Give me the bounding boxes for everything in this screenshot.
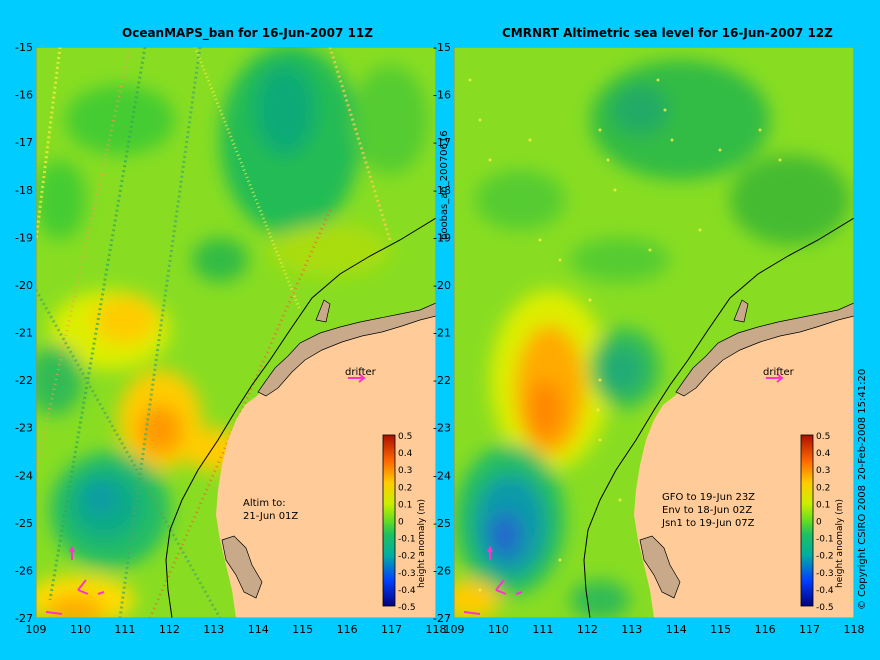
- right-lon-tick-label: 115: [710, 623, 731, 636]
- right-lon-tick-label: 112: [577, 623, 598, 636]
- left-altim-date: 21-Jun 01Z: [243, 511, 298, 522]
- right-colorbar-tick-label: -0.2: [816, 552, 834, 562]
- right-lon-tick-label: 114: [666, 623, 687, 636]
- left-colorbar-tick-label: -0.5: [398, 603, 416, 613]
- left-lon-tick-label: 113: [203, 623, 224, 636]
- left-colorbar-tick-label: -0.1: [398, 535, 416, 545]
- left-coastal-shelf: [257, 302, 436, 397]
- right-lon-tick-label: 113: [621, 623, 642, 636]
- left-lat-tick-label: -22: [15, 374, 33, 387]
- right-sat-note-1: GFO to 19-Jun 23Z: [662, 492, 755, 503]
- left-lat-tick-label: -17: [15, 136, 33, 149]
- right-lat-tick-label: -19: [433, 231, 451, 244]
- right-colorbar-tick-label: 0.1: [816, 500, 830, 510]
- left-colorbar-tick-label: -0.2: [398, 552, 416, 562]
- right-lat-tick-label: -23: [433, 422, 451, 435]
- right-lon-tick-label: 111: [532, 623, 553, 636]
- left-lat-tick-label: -23: [15, 422, 33, 435]
- left-colorbar-tick-label: 0.4: [398, 449, 413, 459]
- right-shelf-contour: [583, 217, 854, 618]
- left-map-title: OceanMAPS_ban for 16-Jun-2007 11Z: [122, 26, 373, 40]
- right-observation-points: [468, 78, 782, 592]
- right-colorbar-tick-label: 0.5: [816, 432, 830, 442]
- right-lat-tick-label: -24: [433, 469, 451, 482]
- right-colorbar-tick-label: 0.4: [816, 449, 831, 459]
- right-map-title: CMRNRT Altimetric sea level for 16-Jun-2…: [502, 26, 833, 40]
- right-lat-tick-label: -26: [433, 564, 451, 577]
- right-map-panel: [454, 47, 854, 618]
- left-lon-tick-label: 116: [337, 623, 358, 636]
- left-lat-tick-label: -26: [15, 564, 33, 577]
- right-colorbar-tick-label: -0.5: [816, 603, 834, 613]
- right-lon-tick-label: 116: [755, 623, 776, 636]
- left-drifter-arrows: [45, 373, 366, 615]
- left-altim-label: Altim to:: [243, 498, 286, 509]
- left-lat-tick-label: -16: [15, 89, 33, 102]
- right-lat-tick-label: -18: [433, 184, 451, 197]
- left-colorbar-label: height anomaly (m): [417, 499, 427, 588]
- right-lon-tick-label: 110: [488, 623, 509, 636]
- right-sat-note-2: Env to 18-Jun 02Z: [662, 505, 752, 516]
- left-shelf-contour: [165, 217, 436, 618]
- left-lon-tick-label: 114: [248, 623, 269, 636]
- left-lon-tick-label: 112: [159, 623, 180, 636]
- left-drifter-label: drifter: [345, 367, 377, 378]
- left-lat-tick-label: -27: [15, 612, 33, 625]
- right-sat-note-3: Jsn1 to 19-Jun 07Z: [661, 518, 755, 529]
- right-drifter-arrows: [463, 373, 784, 615]
- right-lat-tick-label: -22: [433, 374, 451, 387]
- left-lon-tick-label: 117: [381, 623, 402, 636]
- left-colorbar-tick-label: 0.1: [398, 500, 412, 510]
- left-colorbar-tick-label: -0.3: [398, 569, 416, 579]
- right-colorbar-tick-label: 0.2: [816, 483, 830, 493]
- right-lon-tick-label: 117: [799, 623, 820, 636]
- left-colorbar-tick-label: 0.3: [398, 466, 412, 476]
- left-lon-tick-label: 111: [114, 623, 135, 636]
- left-colorbar-tick-label: 0: [398, 518, 404, 528]
- left-lat-tick-label: -19: [15, 231, 33, 244]
- right-lat-tick-label: -16: [433, 89, 451, 102]
- left-map-panel: [36, 47, 436, 618]
- left-lon-tick-label: 110: [70, 623, 91, 636]
- right-coastal-shelf: [675, 302, 854, 397]
- left-colorbar-tick-label: -0.4: [398, 586, 416, 596]
- right-lat-tick-label: -21: [433, 327, 451, 340]
- right-colorbar-tick-label: -0.3: [816, 569, 834, 579]
- left-colorbar: [382, 434, 396, 607]
- left-sea-level-field: [36, 47, 428, 618]
- left-lon-tick-label: 109: [26, 623, 47, 636]
- left-lon-tick-label: 115: [292, 623, 313, 636]
- right-colorbar-tick-label: -0.4: [816, 586, 834, 596]
- right-drifter-label: drifter: [763, 367, 795, 378]
- left-lat-tick-label: -18: [15, 184, 33, 197]
- right-lat-tick-label: -20: [433, 279, 451, 292]
- left-lon-tick-label: 118: [426, 623, 447, 636]
- left-lat-tick-label: -25: [15, 517, 33, 530]
- left-lat-tick-label: -24: [15, 469, 33, 482]
- right-lat-tick-label: -25: [433, 517, 451, 530]
- left-lat-tick-label: -21: [15, 327, 33, 340]
- right-lat-tick-label: -15: [433, 41, 451, 54]
- left-lat-tick-label: -20: [15, 279, 33, 292]
- right-lat-tick-label: -27: [433, 612, 451, 625]
- right-lon-tick-label: 118: [844, 623, 865, 636]
- right-colorbar-tick-label: 0.3: [816, 466, 830, 476]
- right-colorbar-tick-label: 0: [816, 518, 822, 528]
- right-colorbar-label: height anomaly (m): [835, 499, 845, 588]
- left-colorbar-tick-label: 0.2: [398, 483, 412, 493]
- left-colorbar-tick-label: 0.5: [398, 432, 412, 442]
- right-colorbar-tick-label: -0.1: [816, 535, 834, 545]
- right-lon-tick-label: 109: [444, 623, 465, 636]
- right-lat-tick-label: -17: [433, 136, 451, 149]
- right-colorbar: [800, 434, 814, 607]
- left-altimeter-tracks: [36, 47, 392, 618]
- left-lat-tick-label: -15: [15, 41, 33, 54]
